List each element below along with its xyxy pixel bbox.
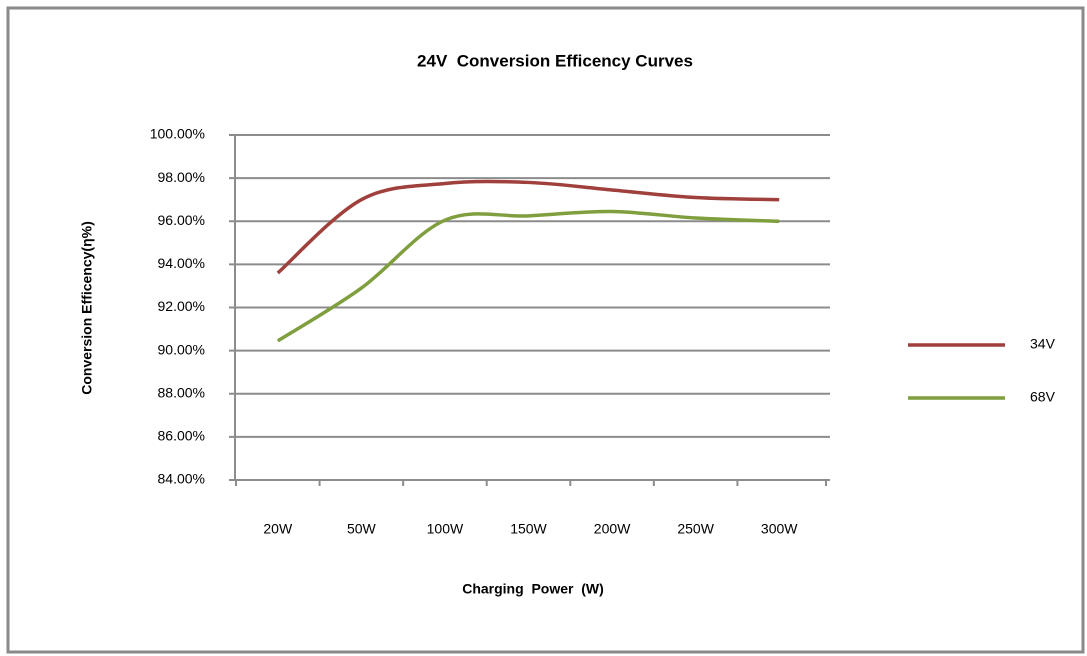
x-tick-label: 150W	[510, 521, 547, 537]
y-tick-label: 84.00%	[158, 471, 205, 487]
x-axis-title: Charging Power (W)	[462, 581, 604, 597]
x-tick-label: 300W	[761, 521, 798, 537]
chart-border	[6, 6, 1085, 654]
line-series	[276, 209, 780, 343]
y-tick-label: 94.00%	[158, 255, 205, 271]
y-tick-label: 98.00%	[158, 169, 205, 185]
x-tick-label: 50W	[347, 521, 377, 537]
x-tick-label: 20W	[263, 521, 293, 537]
y-tick-label: 88.00%	[158, 384, 205, 400]
x-tick-label: 100W	[427, 521, 464, 537]
y-tick-label: 86.00%	[158, 428, 205, 444]
line-series	[276, 179, 780, 275]
y-axis-title: Conversion Efficency(η%)	[79, 221, 95, 394]
y-tick-label: 100.00%	[150, 126, 205, 142]
y-tick-label: 90.00%	[158, 341, 205, 357]
x-tick-label: 200W	[594, 521, 631, 537]
chart-title: 24V Conversion Efficency Curves	[417, 51, 693, 70]
x-tick-label: 250W	[677, 521, 714, 537]
legend-label: 34V	[1030, 336, 1056, 352]
y-tick-label: 92.00%	[158, 298, 205, 314]
legend-label: 68V	[1030, 389, 1056, 405]
y-tick-label: 96.00%	[158, 212, 205, 228]
